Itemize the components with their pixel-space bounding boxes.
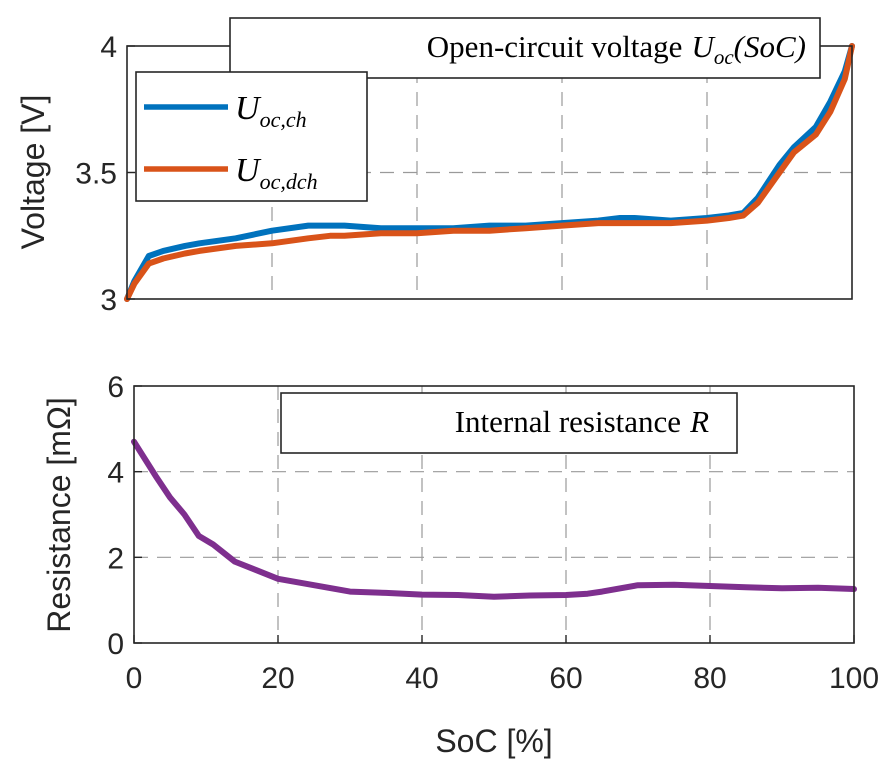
voltage-series [124,43,855,302]
legend-label-ch: Uoc,ch [235,90,307,132]
voltage-legend: Uoc,ch Uoc,dch [135,71,368,202]
x-tick-label: 40 [405,662,438,695]
resistance-title-text: Internal resistance [455,404,681,439]
voltage-y-tick-label: 3.5 [75,158,117,191]
legend-label-ch-sub: oc,ch [260,107,307,132]
resistance-y-tick-label: 6 [107,371,124,404]
legend-label-dch-main: U [235,152,262,189]
resistance-series [131,438,857,600]
resistance-title-symbol: R [689,404,709,439]
voltage-title-box: Open-circuit voltage Uoc(SoC) [229,17,821,79]
x-tick-label: 100 [829,662,879,695]
voltage-y-tick-label: 4 [100,31,117,64]
x-tick-label: 60 [549,662,582,695]
legend-label-ch-main: U [235,90,262,127]
x-axis-label: SoC [%] [435,723,552,759]
voltage-title-text: Open-circuit voltage [427,29,683,64]
x-tick-label: 80 [693,662,726,695]
voltage-panel: 33.54 Voltage [V] Open-circuit voltage Uo… [15,17,855,317]
voltage-title-subscript: oc [714,45,735,69]
legend-label-dch: Uoc,dch [235,152,318,194]
resistance-x-ticks: 0 20 40 60 80 100 [126,635,879,695]
voltage-y-ticks: 33.54 [75,31,135,317]
resistance-y-axis-label: Resistance [mΩ] [41,397,77,633]
x-tick-label: 20 [261,662,294,695]
resistance-grid [134,386,854,643]
voltage-title-argument: (SoC) [734,29,806,64]
resistance-panel: 0 2 4 6 0 20 40 60 80 100 Resistance [mΩ] SoC [%… [41,371,879,759]
resistance-title: Internal resistance R [455,404,709,439]
voltage-y-tick-label: 3 [100,284,117,317]
voltage-title: Open-circuit voltage Uoc(SoC) [427,29,806,69]
resistance-y-tick-label: 2 [107,542,124,575]
resistance-y-ticks: 0 2 4 6 [107,371,142,661]
x-tick-label: 0 [126,662,143,695]
resistance-title-box: Internal resistance R [280,392,738,454]
legend-label-dch-sub: oc,dch [260,169,318,194]
voltage-title-symbol: U [691,29,716,64]
resistance-axes-frame [133,385,855,644]
resistance-y-tick-label: 0 [107,628,124,661]
voltage-y-axis-label: Voltage [V] [15,95,51,250]
voltage-series-line-1 [124,43,855,302]
resistance-y-tick-label: 4 [107,457,124,490]
resistance-series-line-0 [131,438,857,600]
